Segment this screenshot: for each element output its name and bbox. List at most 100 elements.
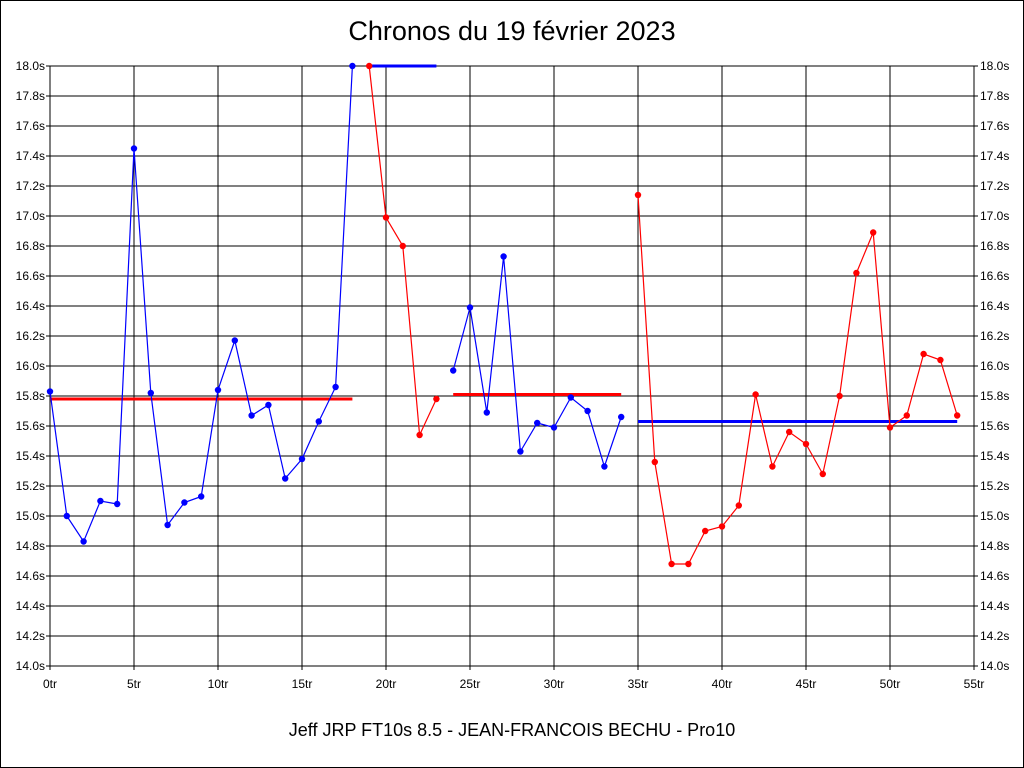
y-tick-label-left: 16.6s <box>16 269 45 283</box>
data-point <box>769 463 776 470</box>
data-point <box>433 395 440 403</box>
data-point <box>802 440 810 448</box>
data-point <box>786 428 793 436</box>
data-point <box>164 521 171 529</box>
y-tick-label-left: 16.2s <box>16 329 45 343</box>
y-tick-label-right: 14.2s <box>980 629 1009 643</box>
x-tick-label: 25tr <box>460 677 481 691</box>
data-point <box>450 367 457 374</box>
y-tick-label-right: 16.4s <box>980 299 1009 313</box>
y-tick-label-left: 16.0s <box>16 359 45 373</box>
plot-border <box>49 65 975 667</box>
data-point <box>147 389 154 397</box>
data-point <box>550 424 558 431</box>
y-tick-label-left: 15.6s <box>16 419 45 433</box>
series-line <box>637 194 958 565</box>
y-tick-label-left: 14.0s <box>16 659 45 673</box>
data-point <box>903 412 910 419</box>
y-tick-label-left: 17.8s <box>16 89 45 103</box>
x-tick-label: 15tr <box>292 677 313 691</box>
data-point <box>399 242 406 250</box>
data-point <box>853 269 860 277</box>
y-tick-label-right: 15.4s <box>980 449 1009 463</box>
data-point <box>416 431 423 439</box>
x-tick-label: 10tr <box>208 677 229 691</box>
data-point <box>668 560 675 568</box>
data-point <box>735 502 742 509</box>
y-tick-label-right: 16.2s <box>980 329 1009 343</box>
data-point <box>248 412 255 419</box>
data-point <box>718 523 726 530</box>
data-point <box>97 497 104 505</box>
y-tick-label-right: 16.0s <box>980 359 1009 373</box>
data-point <box>181 499 188 506</box>
y-tick-label-left: 17.2s <box>16 179 45 193</box>
data-point <box>63 512 70 520</box>
y-tick-label-right: 15.2s <box>980 479 1009 493</box>
data-point <box>870 229 877 236</box>
data-point <box>937 356 944 364</box>
data-point <box>752 391 759 398</box>
x-tick-label: 5tr <box>127 677 141 691</box>
y-tick-label-right: 14.0s <box>980 659 1009 673</box>
y-tick-label-right: 17.0s <box>980 209 1009 223</box>
data-point <box>130 145 138 152</box>
data-point <box>265 401 272 409</box>
y-tick-label-left: 15.2s <box>16 479 45 493</box>
data-point <box>282 475 289 482</box>
data-point <box>332 383 339 391</box>
y-tick-label-right: 17.6s <box>980 119 1009 133</box>
x-tick-label: 30tr <box>544 677 565 691</box>
data-point <box>231 337 238 344</box>
y-tick-label-left: 17.4s <box>16 149 45 163</box>
y-tick-label-right: 18.0s <box>980 59 1009 73</box>
y-tick-label-right: 17.8s <box>980 89 1009 103</box>
x-tick-label: 35tr <box>628 677 649 691</box>
y-tick-label-right: 15.0s <box>980 509 1009 523</box>
data-point <box>80 538 87 545</box>
y-tick-label-right: 14.6s <box>980 569 1009 583</box>
x-tick-label: 40tr <box>712 677 733 691</box>
data-point <box>366 62 373 70</box>
data-point <box>819 470 826 478</box>
y-tick-label-left: 14.6s <box>16 569 45 583</box>
data-point <box>651 458 658 466</box>
y-tick-label-left: 18.0s <box>16 59 45 73</box>
y-tick-label-right: 16.6s <box>980 269 1009 283</box>
data-point <box>382 214 390 221</box>
data-point <box>601 463 608 470</box>
y-tick-label-left: 14.8s <box>16 539 45 553</box>
y-tick-label-left: 17.6s <box>16 119 45 133</box>
data-point <box>534 419 541 427</box>
y-tick-label-left: 15.4s <box>16 449 45 463</box>
x-tick-label: 45tr <box>796 677 817 691</box>
x-tick-label: 50tr <box>880 677 901 691</box>
y-tick-label-left: 14.2s <box>16 629 45 643</box>
y-tick-label-left: 17.0s <box>16 209 45 223</box>
y-tick-label-right: 14.8s <box>980 539 1009 553</box>
data-point <box>836 392 843 400</box>
y-tick-label-left: 15.8s <box>16 389 45 403</box>
data-point <box>214 386 222 394</box>
y-tick-label-left: 16.8s <box>16 239 45 253</box>
data-point <box>298 455 306 463</box>
y-tick-label-right: 17.4s <box>980 149 1009 163</box>
data-point <box>567 394 574 401</box>
data-point <box>954 412 961 419</box>
y-tick-label-left: 16.4s <box>16 299 45 313</box>
chart-title: Chronos du 19 février 2023 <box>348 16 676 46</box>
x-tick-label: 55tr <box>964 677 985 691</box>
y-tick-label-right: 16.8s <box>980 239 1009 253</box>
y-tick-label-right: 14.4s <box>980 599 1009 613</box>
data-point <box>634 191 642 199</box>
data-point <box>198 493 205 500</box>
y-tick-label-left: 14.4s <box>16 599 45 613</box>
data-point <box>114 500 121 508</box>
data-point <box>349 62 356 70</box>
data-point <box>500 253 507 260</box>
y-tick-label-left: 15.0s <box>16 509 45 523</box>
data-point <box>517 448 524 455</box>
data-point <box>466 304 474 311</box>
y-tick-label-right: 17.2s <box>980 179 1009 193</box>
data-point <box>618 413 625 421</box>
